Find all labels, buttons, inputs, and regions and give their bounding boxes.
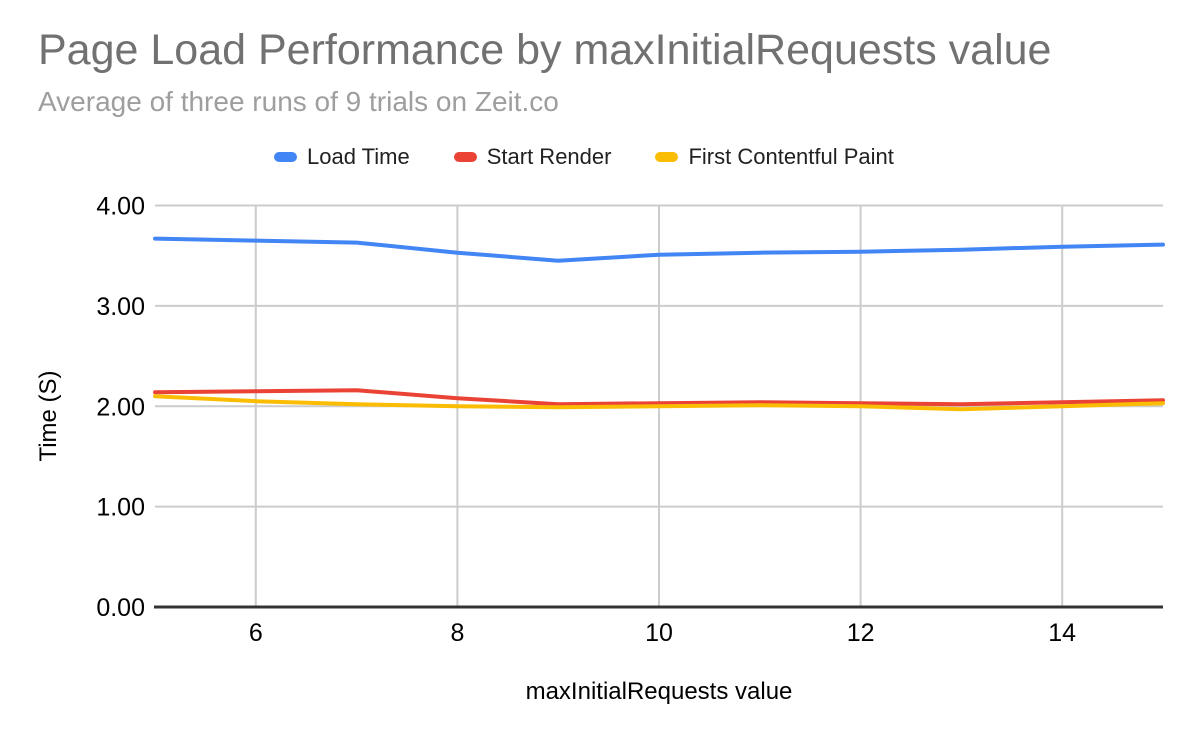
y-tick-label: 4.00 [96, 193, 145, 221]
legend-label-load-time: Load Time [307, 144, 410, 169]
legend-item-first-contentful-paint: First Contentful Paint [655, 144, 894, 170]
series-line-first-contentful-paint [153, 394, 1165, 412]
y-tick-label: 3.00 [96, 293, 145, 321]
start-render-swatch [453, 152, 477, 163]
x-tick-label: 6 [249, 619, 263, 647]
x-axis-title: maxInitialRequests value [525, 678, 793, 705]
y-axis-title: Time (S) [35, 370, 62, 462]
x-tick-label: 10 [645, 619, 673, 647]
legend-item-load-time: Load Time [274, 144, 410, 170]
x-tick-label: 14 [1048, 619, 1076, 647]
legend: Load Time Start Render First Contentful … [274, 144, 894, 170]
x-tick-label: 8 [450, 619, 464, 647]
first-contentful-paint-swatch [655, 152, 679, 163]
legend-label-start-render: Start Render [486, 144, 612, 169]
load-time-swatch [274, 152, 297, 163]
y-tick-label: 1.00 [96, 494, 145, 522]
chart-subtitle: Average of three runs of 9 trials on Zei… [38, 86, 559, 117]
legend-item-start-render: Start Render [453, 144, 612, 170]
y-tick-label: 0.00 [96, 594, 145, 622]
legend-label-first-contentful-paint: First Contentful Paint [688, 144, 894, 169]
series-line-load-time [153, 236, 1165, 263]
chart-title: Page Load Performance by maxInitialReque… [38, 26, 1052, 74]
y-tick-label: 2.00 [96, 393, 145, 421]
series-line-start-render [153, 388, 1165, 407]
x-tick-label: 12 [847, 619, 875, 647]
